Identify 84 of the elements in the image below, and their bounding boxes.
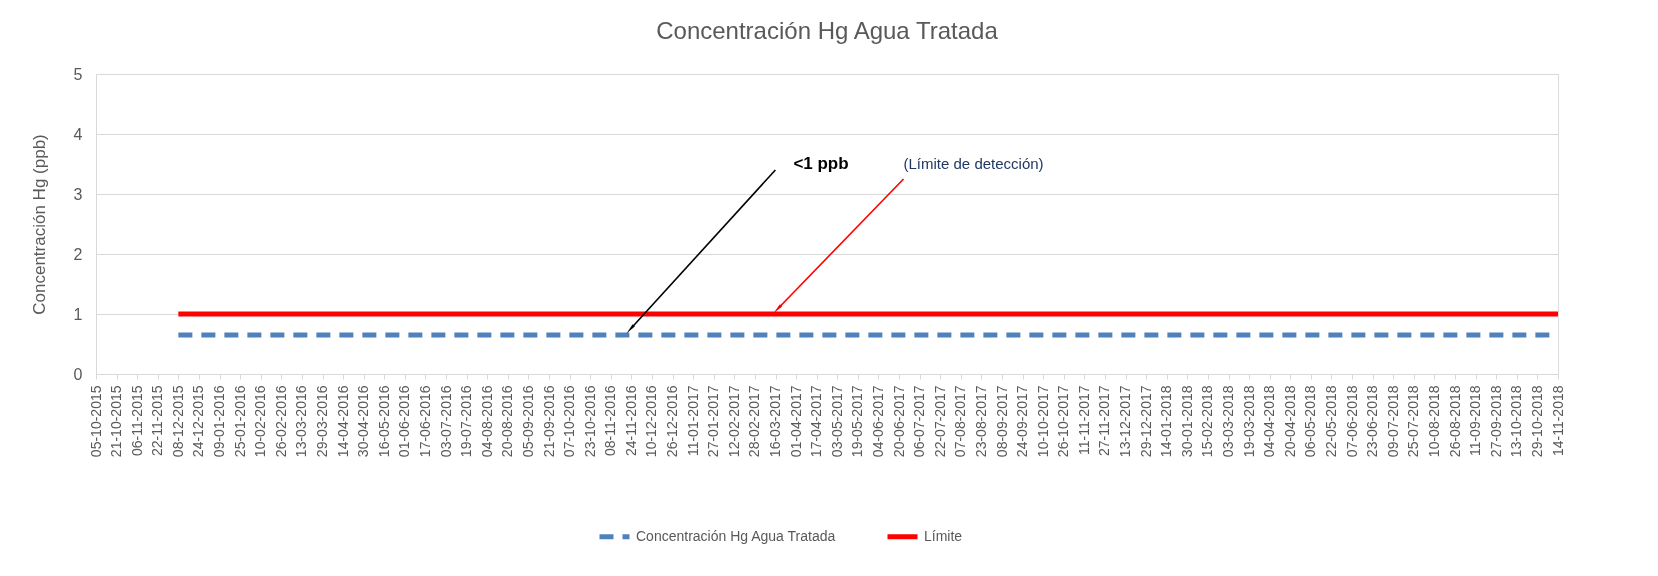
x-tick-label: 14-11-2018 <box>1549 385 1566 457</box>
chart-title: Concentración Hg Agua Tratada <box>656 17 999 44</box>
x-tick-label: 08-11-2016 <box>602 385 619 457</box>
x-tick-label: 01-04-2017 <box>787 385 804 458</box>
x-tick-label: 27-01-2017 <box>705 385 722 458</box>
x-tick-label: 15-02-2018 <box>1199 385 1216 458</box>
x-tick-label: 24-12-2015 <box>190 385 207 458</box>
x-tick-label: 30-04-2016 <box>355 385 372 458</box>
x-tick-label: 20-04-2018 <box>1281 385 1298 458</box>
x-tick-label: 07-08-2017 <box>952 385 969 458</box>
x-tick-label: 03-05-2017 <box>828 385 845 458</box>
annotation: <1 ppb <box>793 154 849 173</box>
x-tick-label: 22-05-2018 <box>1322 385 1339 458</box>
x-tick-label: 26-02-2016 <box>272 385 289 458</box>
x-tick-label: 14-04-2016 <box>334 385 351 458</box>
x-tick-label: 10-12-2016 <box>643 385 660 458</box>
x-tick-label: 22-11-2015 <box>149 385 166 457</box>
x-tick-label: 10-08-2018 <box>1425 385 1442 458</box>
x-tick-label: 03-07-2016 <box>437 385 454 458</box>
x-tick-label: 20-08-2016 <box>499 385 516 458</box>
x-tick-label: 24-11-2016 <box>622 385 639 457</box>
x-tick-label: 05-10-2015 <box>87 385 104 458</box>
x-tick-label: 27-11-2017 <box>1096 385 1113 457</box>
x-tick-label: 19-05-2017 <box>849 385 866 458</box>
x-tick-label: 14-01-2018 <box>1158 385 1175 458</box>
x-tick-label: 25-01-2016 <box>231 385 248 458</box>
x-tick-label: 12-02-2017 <box>725 385 742 458</box>
y-tick-label: 3 <box>73 185 83 203</box>
x-tick-label: 23-06-2018 <box>1364 385 1381 458</box>
x-tick-label: 21-10-2015 <box>108 385 125 458</box>
y-tick-label: 0 <box>73 365 83 383</box>
annotation: (Límite de detección) <box>903 155 1044 172</box>
x-tick-label: 23-10-2016 <box>581 385 598 458</box>
x-tick-label: 17-06-2016 <box>416 385 433 458</box>
x-tick-label: 24-09-2017 <box>1014 385 1031 458</box>
x-tick-label: 06-07-2017 <box>911 385 928 458</box>
x-tick-label: 19-07-2016 <box>458 385 475 458</box>
x-tick-label: 26-10-2017 <box>1055 385 1072 458</box>
x-tick-label: 10-10-2017 <box>1034 385 1051 458</box>
x-tick-label: 13-03-2016 <box>293 385 310 458</box>
x-tick-label: 13-10-2018 <box>1508 385 1525 458</box>
x-tick-label: 07-06-2018 <box>1343 385 1360 458</box>
x-tick-label: 29-12-2017 <box>1137 385 1154 458</box>
x-tick-label: 05-09-2016 <box>519 385 536 458</box>
x-tick-label: 23-08-2017 <box>972 385 989 458</box>
y-tick-label: 5 <box>73 65 83 83</box>
legend-label: Límite <box>924 527 963 544</box>
x-tick-label: 03-03-2018 <box>1220 385 1237 458</box>
x-tick-label: 13-12-2017 <box>1117 385 1134 458</box>
x-tick-label: 08-09-2017 <box>993 385 1010 458</box>
x-tick-label: 29-10-2018 <box>1528 385 1545 458</box>
x-tick-label: 06-11-2015 <box>128 385 145 457</box>
x-tick-label: 11-09-2018 <box>1467 385 1484 457</box>
x-tick-label: 21-09-2016 <box>540 385 557 458</box>
x-tick-label: 06-05-2018 <box>1302 385 1319 458</box>
x-tick-label: 25-07-2018 <box>1405 385 1422 458</box>
y-tick-label: 1 <box>73 305 83 323</box>
x-tick-label: 22-07-2017 <box>931 385 948 458</box>
x-tick-label: 09-07-2018 <box>1384 385 1401 458</box>
x-tick-label: 20-06-2017 <box>890 385 907 458</box>
x-tick-label: 16-05-2016 <box>375 385 392 458</box>
x-tick-label: 30-01-2018 <box>1178 385 1195 458</box>
x-tick-label: 04-04-2018 <box>1261 385 1278 458</box>
x-tick-label: 29-03-2016 <box>314 385 331 458</box>
x-tick-label: 11-11-2017 <box>1075 385 1092 456</box>
y-axis-title: Concentración Hg (ppb) <box>29 134 49 315</box>
y-tick-label: 2 <box>73 245 83 263</box>
x-tick-label: 04-08-2016 <box>478 385 495 458</box>
x-tick-label: 07-10-2016 <box>561 385 578 458</box>
x-tick-label: 16-03-2017 <box>767 385 784 458</box>
x-tick-label: 28-02-2017 <box>746 385 763 458</box>
x-tick-label: 26-12-2016 <box>664 385 681 458</box>
x-tick-label: 08-12-2015 <box>169 385 186 458</box>
y-tick-label: 4 <box>73 125 83 143</box>
x-tick-label: 11-01-2017 <box>684 385 701 457</box>
x-tick-label: 19-03-2018 <box>1240 385 1257 458</box>
x-tick-label: 09-01-2016 <box>211 385 228 458</box>
x-tick-label: 04-06-2017 <box>869 385 886 458</box>
x-tick-label: 26-08-2018 <box>1446 385 1463 458</box>
x-tick-label: 10-02-2016 <box>252 385 269 458</box>
x-tick-label: 17-04-2017 <box>808 385 825 458</box>
legend-label: Concentración Hg Agua Tratada <box>636 527 836 544</box>
x-tick-label: 27-09-2018 <box>1487 385 1504 458</box>
x-tick-label: 01-06-2016 <box>396 385 413 458</box>
